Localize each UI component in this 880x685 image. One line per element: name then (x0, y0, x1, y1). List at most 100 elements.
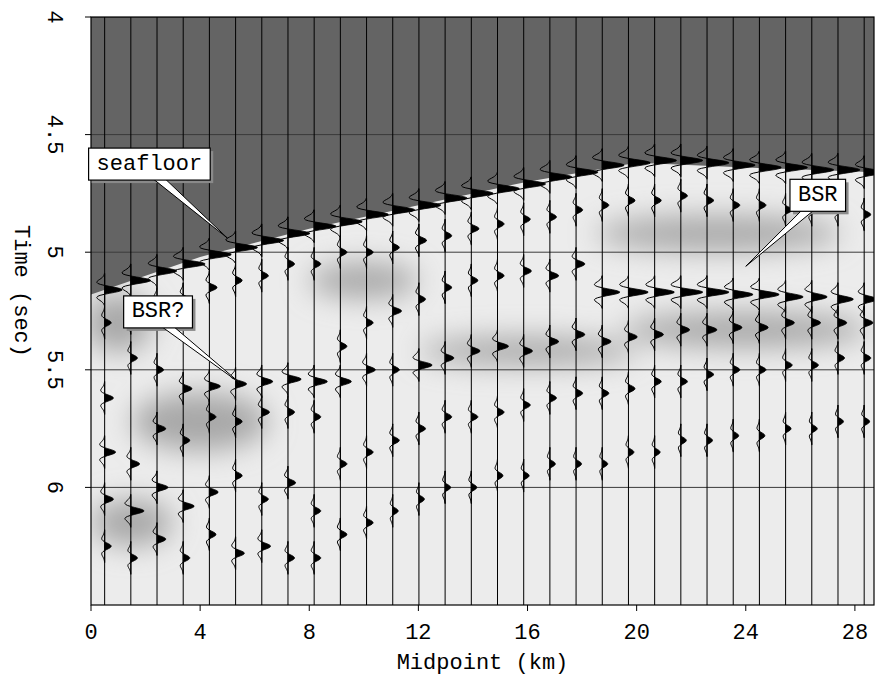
trace-baseline (471, 17, 472, 605)
wavelet-peak (105, 483, 114, 516)
annotation-box (89, 148, 211, 180)
wavelet-trough (304, 210, 314, 242)
wavelet-trough (205, 476, 209, 508)
wavelet-peak (602, 377, 608, 410)
wavelet-trough (834, 306, 838, 338)
wavelet-trough (645, 144, 655, 176)
x-tick (854, 605, 855, 611)
wavelet-peak (471, 471, 476, 504)
wavelet-peak (340, 236, 346, 269)
wavelet-peak (707, 358, 713, 391)
grid-line (91, 252, 874, 253)
wavelet-trough (173, 247, 183, 279)
annotation-box (124, 296, 193, 328)
wavelet-trough (547, 382, 550, 414)
wavelet-peak (419, 189, 441, 222)
wavelet-trough (337, 236, 340, 268)
wavelet-trough (442, 219, 445, 251)
wavelet-trough (441, 342, 445, 374)
wavelet-trough (278, 217, 288, 249)
wavelet-trough (285, 396, 288, 428)
wavelet-peak (628, 436, 633, 469)
wavelet-peak (209, 476, 218, 509)
trace-baseline (523, 17, 524, 605)
wavelet-trough (783, 193, 786, 225)
wavelet-peak (131, 541, 137, 574)
wavelet-peak (550, 382, 556, 415)
trace-baseline (445, 17, 446, 605)
wavelet-peak (340, 330, 346, 363)
trace-baseline (261, 17, 262, 605)
annotation-label: BSR (798, 183, 838, 208)
wavelet-peak (157, 471, 168, 504)
wavelet-peak (655, 365, 661, 398)
x-tick-label: 16 (514, 621, 540, 646)
wavelet-trough (127, 447, 131, 479)
wavelet-peak (105, 306, 111, 339)
wavelet-trough (782, 306, 786, 338)
wavelet-trough (389, 295, 393, 327)
wavelet-peak (393, 494, 398, 527)
wavelet-peak (393, 193, 415, 226)
wavelet-trough (625, 320, 629, 352)
wavelet-trough (258, 530, 262, 562)
wavelet-trough (442, 400, 445, 432)
wavelet-peak (367, 306, 373, 339)
wavelet-trough (462, 177, 472, 209)
y-tick (85, 369, 91, 370)
wavelet-peak (105, 273, 122, 306)
wavelet-trough (311, 247, 314, 279)
wavelet-peak (288, 396, 294, 429)
shading-blob (309, 263, 418, 298)
wavelet-peak (419, 224, 427, 257)
wavelet-peak (628, 184, 634, 217)
wavelet-trough (97, 273, 105, 305)
wavelet-peak (183, 541, 189, 574)
wavelet-trough (101, 483, 105, 515)
wavelet-trough (311, 400, 314, 432)
wavelet-trough (122, 264, 131, 296)
wavelet-trough (468, 400, 471, 432)
wavelet-peak (236, 537, 245, 570)
wavelet-peak (419, 483, 424, 516)
wavelet-peak (209, 271, 217, 304)
wavelet-peak (602, 276, 619, 309)
wavelet-peak (367, 436, 373, 469)
wavelet-trough (776, 151, 786, 183)
wavelet-trough (626, 372, 629, 404)
wavelet-trough (285, 247, 288, 279)
wavelet-trough (337, 330, 340, 362)
wavelet-trough (100, 436, 105, 468)
wavelet-trough (495, 259, 498, 291)
wavelet-trough (413, 349, 419, 381)
wavelet-trough (363, 353, 367, 385)
wavelet-peak (602, 189, 608, 222)
wavelet-trough (599, 189, 602, 221)
wavelet-peak (759, 189, 765, 222)
wavelet-peak (812, 280, 827, 313)
wavelet-trough (178, 490, 183, 522)
wavelet-trough (206, 271, 209, 303)
wavelet-peak (367, 353, 376, 386)
wavelet-trough (233, 405, 236, 437)
trace-baseline (707, 17, 708, 605)
wavelet-trough (488, 172, 498, 204)
wavelet-peak (655, 184, 661, 217)
x-axis-title: Midpoint (km) (397, 651, 569, 676)
wavelet-trough (200, 238, 210, 270)
wavelet-trough (364, 506, 367, 538)
annotation: seafloor (89, 148, 228, 238)
wavelet-trough (619, 146, 629, 178)
wavelet-peak (288, 217, 310, 250)
wavelet-peak (236, 405, 242, 438)
wavelet-trough (626, 184, 629, 216)
annotation-label: BSR? (132, 299, 185, 324)
wavelet-peak (812, 349, 818, 382)
wavelet-trough (285, 466, 288, 498)
wavelet-trough (678, 179, 681, 211)
trace-baseline (549, 17, 550, 605)
wavelet-trough (415, 224, 418, 256)
wavelet-peak (838, 283, 853, 316)
wavelet-peak (498, 330, 509, 363)
wavelet-peak (759, 419, 764, 452)
